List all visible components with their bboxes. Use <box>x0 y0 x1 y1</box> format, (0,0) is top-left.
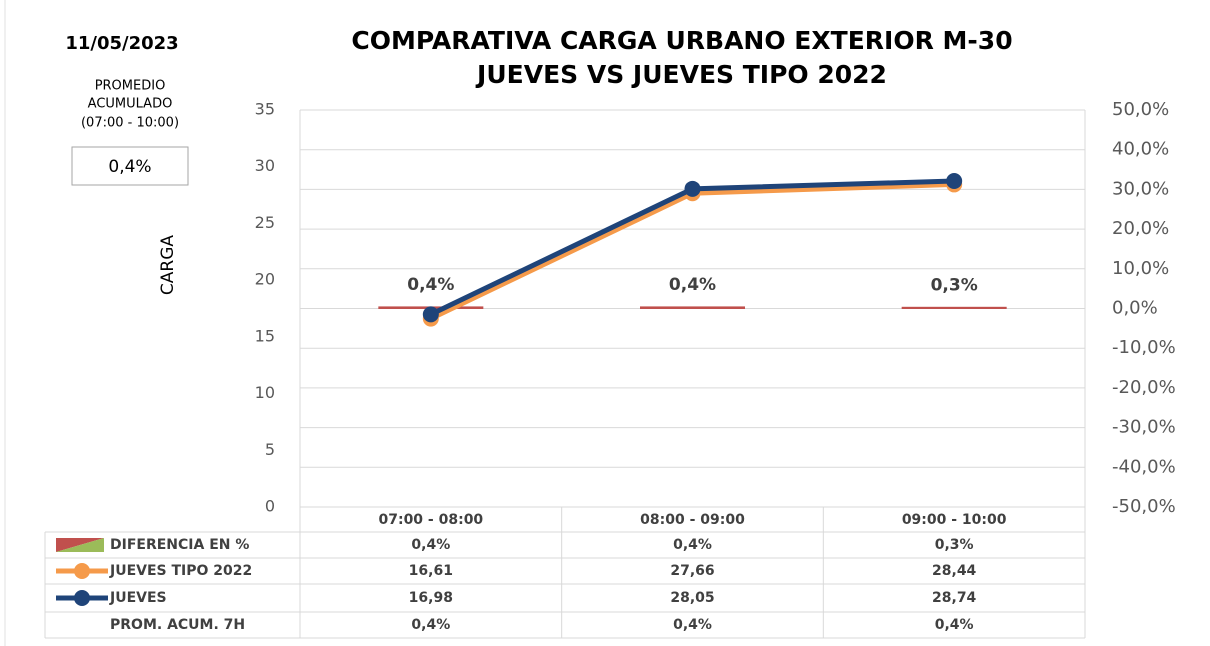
legend-key <box>74 563 90 579</box>
y2-tick-label: -10,0% <box>1112 337 1176 358</box>
x-tick-label: 09:00 - 10:00 <box>902 512 1007 528</box>
y2-tick-label: 50,0% <box>1112 99 1169 120</box>
marker <box>422 306 439 323</box>
table-cell: 28,44 <box>932 563 977 579</box>
y2-tick-label: -50,0% <box>1112 496 1176 517</box>
bar <box>640 306 745 309</box>
data-label: 0,4% <box>669 275 716 295</box>
table-cell: 28,05 <box>670 590 714 606</box>
table-cell: 16,61 <box>409 563 453 579</box>
y-tick-label: 20 <box>255 270 275 289</box>
y-tick-label: 35 <box>255 100 275 119</box>
y-tick-label: 0 <box>265 497 275 516</box>
table-cell: 0,4% <box>673 537 712 553</box>
marker <box>946 173 963 190</box>
date: 11/05/2023 <box>65 33 178 54</box>
y-tick-label: 10 <box>255 383 275 402</box>
table-cell: 0,4% <box>935 617 974 633</box>
legend-label: DIFERENCIA EN % <box>110 537 249 553</box>
table-cell: 28,74 <box>932 590 977 606</box>
y2-tick-label: 40,0% <box>1112 139 1169 160</box>
table-cell: 0,4% <box>673 617 712 633</box>
promedio-label: PROMEDIO <box>95 79 166 94</box>
marker <box>684 180 701 197</box>
promedio-value: 0,4% <box>108 157 151 177</box>
y-axis-title: CARGA <box>158 235 178 295</box>
y2-tick-label: 20,0% <box>1112 218 1169 239</box>
y-tick-label: 30 <box>255 156 275 175</box>
promedio-label: ACUMULADO <box>88 97 173 112</box>
x-tick-label: 08:00 - 09:00 <box>640 512 745 528</box>
table-cell: 0,3% <box>935 537 974 553</box>
promedio-label: (07:00 - 10:00) <box>81 116 179 131</box>
y2-tick-label: -20,0% <box>1112 377 1176 398</box>
y-tick-label: 15 <box>255 326 275 345</box>
data-label: 0,4% <box>407 275 454 295</box>
x-tick-label: 07:00 - 08:00 <box>378 512 483 528</box>
table-cell: 16,98 <box>409 590 453 606</box>
legend-label: JUEVES TIPO 2022 <box>109 563 252 579</box>
data-label: 0,3% <box>931 275 978 295</box>
chart-subtitle: JUEVES VS JUEVES TIPO 2022 <box>475 60 887 89</box>
chart-title: COMPARATIVA CARGA URBANO EXTERIOR M-30 <box>351 26 1012 55</box>
table-cell: 0,4% <box>411 617 450 633</box>
legend-key <box>56 538 104 552</box>
bar <box>901 306 1007 309</box>
legend-key <box>74 590 90 606</box>
y2-tick-label: 30,0% <box>1112 178 1169 199</box>
table-cell: 27,66 <box>670 563 714 579</box>
legend-label: JUEVES <box>109 590 167 606</box>
y2-tick-label: -40,0% <box>1112 456 1176 477</box>
y-tick-label: 5 <box>265 440 275 459</box>
y2-tick-label: 0,0% <box>1112 298 1158 319</box>
summary-label: PROM. ACUM. 7H <box>110 617 245 633</box>
table-cell: 0,4% <box>411 537 450 553</box>
y2-tick-label: 10,0% <box>1112 258 1169 279</box>
y-tick-label: 25 <box>255 213 275 232</box>
promedio-box <box>71 146 189 186</box>
line <box>429 181 955 321</box>
y2-tick-label: -30,0% <box>1112 417 1176 438</box>
